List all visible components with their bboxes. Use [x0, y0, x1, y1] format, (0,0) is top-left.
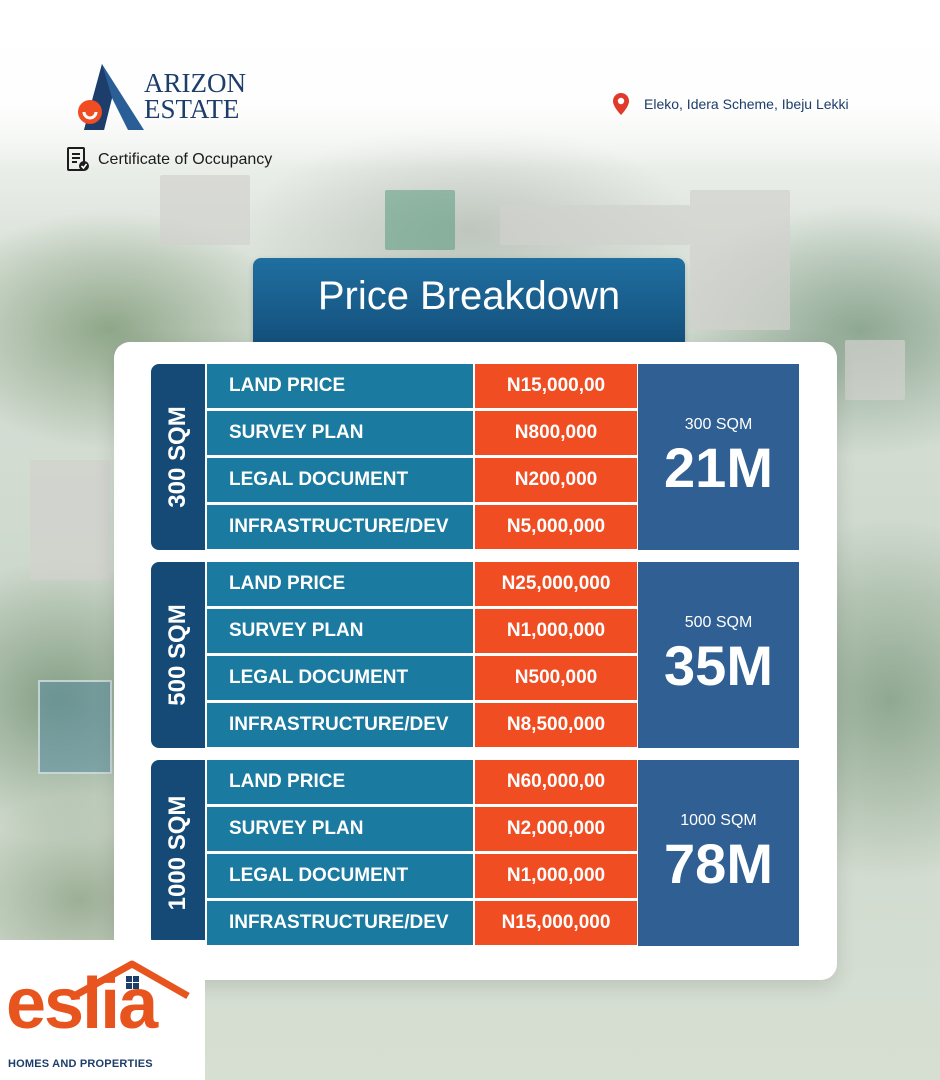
- document-icon: [67, 147, 89, 171]
- page-title: Price Breakdown: [317, 274, 621, 318]
- row-label: LAND PRICE: [207, 562, 473, 606]
- brand-tagline: HOMES AND PROPERTIES: [8, 1058, 153, 1070]
- row-price: N1,000,000: [475, 609, 637, 653]
- table-row: SURVEY PLAN N800,000: [207, 411, 789, 455]
- row-price: N15,000,00: [475, 364, 637, 408]
- house-roof-icon: [72, 960, 190, 1000]
- row-price: N200,000: [475, 458, 637, 502]
- row-label: SURVEY PLAN: [207, 411, 473, 455]
- row-label: INFRASTRUCTURE/DEV: [207, 505, 473, 549]
- location-pin-icon: [613, 93, 629, 115]
- total-amount: 35M: [664, 634, 773, 697]
- total-size-label: 300 SQM: [684, 416, 753, 433]
- total-amount: 78M: [664, 832, 773, 895]
- row-price: N800,000: [475, 411, 637, 455]
- table-row: LAND PRICE N25,000,000: [207, 562, 789, 606]
- brand-wordmark: eslia: [6, 964, 158, 1044]
- price-breakdown-banner: Price Breakdown: [253, 258, 685, 342]
- row-label: SURVEY PLAN: [207, 807, 473, 851]
- logo-mark-icon: [78, 64, 144, 130]
- row-label: INFRASTRUCTURE/DEV: [207, 901, 473, 945]
- row-price: N1,000,000: [475, 854, 637, 898]
- table-row: LEGAL DOCUMENT N1,000,000: [207, 854, 789, 898]
- package-1000-sqm: 1000 SQM LAND PRICE N60,000,00 SURVEY PL…: [151, 760, 799, 946]
- row-price: N2,000,000: [475, 807, 637, 851]
- row-label: SURVEY PLAN: [207, 609, 473, 653]
- total-size-label: 500 SQM: [684, 614, 753, 631]
- table-row: SURVEY PLAN N2,000,000: [207, 807, 789, 851]
- row-label: LEGAL DOCUMENT: [207, 854, 473, 898]
- table-row: LEGAL DOCUMENT N500,000: [207, 656, 789, 700]
- row-label: LEGAL DOCUMENT: [207, 458, 473, 502]
- table-row: LAND PRICE N60,000,00: [207, 760, 789, 804]
- arizon-estate-logo: ARIZON ESTATE: [78, 60, 278, 140]
- logo-word-bottom: ESTATE: [144, 94, 240, 124]
- certificate-text: Certificate of Occupancy: [98, 151, 273, 168]
- package-300-sqm: 300 SQM LAND PRICE N15,000,00 SURVEY PLA…: [151, 364, 799, 550]
- total-size-label: 1000 SQM: [680, 812, 757, 829]
- row-price: N60,000,00: [475, 760, 637, 804]
- table-row: SURVEY PLAN N1,000,000: [207, 609, 789, 653]
- row-price: N8,500,000: [475, 703, 637, 747]
- total-amount: 21M: [664, 436, 773, 499]
- package-side-label: 300 SQM: [151, 364, 205, 550]
- row-price: N15,000,000: [475, 901, 637, 945]
- row-label: LAND PRICE: [207, 760, 473, 804]
- row-price: N500,000: [475, 656, 637, 700]
- package-side-label: 500 SQM: [151, 562, 205, 748]
- row-label: LAND PRICE: [207, 364, 473, 408]
- row-label: LEGAL DOCUMENT: [207, 656, 473, 700]
- location-text: Eleko, Idera Scheme, Ibeju Lekki: [644, 96, 849, 112]
- package-500-sqm: 500 SQM LAND PRICE N25,000,000 SURVEY PL…: [151, 562, 799, 748]
- package-side-label: 1000 SQM: [151, 760, 205, 946]
- logo-word-top: ARIZON: [144, 68, 246, 98]
- package-total: 1000 SQM 78M: [638, 760, 799, 946]
- row-label: INFRASTRUCTURE/DEV: [207, 703, 473, 747]
- table-row: INFRASTRUCTURE/DEV N8,500,000: [207, 703, 789, 747]
- table-row: INFRASTRUCTURE/DEV N5,000,000: [207, 505, 789, 549]
- row-price: N5,000,000: [475, 505, 637, 549]
- row-price: N25,000,000: [475, 562, 637, 606]
- table-row: LAND PRICE N15,000,00: [207, 364, 789, 408]
- certificate-badge: Certificate of Occupancy: [66, 146, 272, 174]
- header-fade: [0, 0, 940, 170]
- location-info: Eleko, Idera Scheme, Ibeju Lekki: [612, 90, 849, 118]
- package-total: 500 SQM 35M: [638, 562, 799, 748]
- table-row: INFRASTRUCTURE/DEV N15,000,000: [207, 901, 789, 945]
- table-row: LEGAL DOCUMENT N200,000: [207, 458, 789, 502]
- eslia-brand-logo: eslia HOMES AND PROPERTIES: [0, 940, 205, 1080]
- package-total: 300 SQM 21M: [638, 364, 799, 550]
